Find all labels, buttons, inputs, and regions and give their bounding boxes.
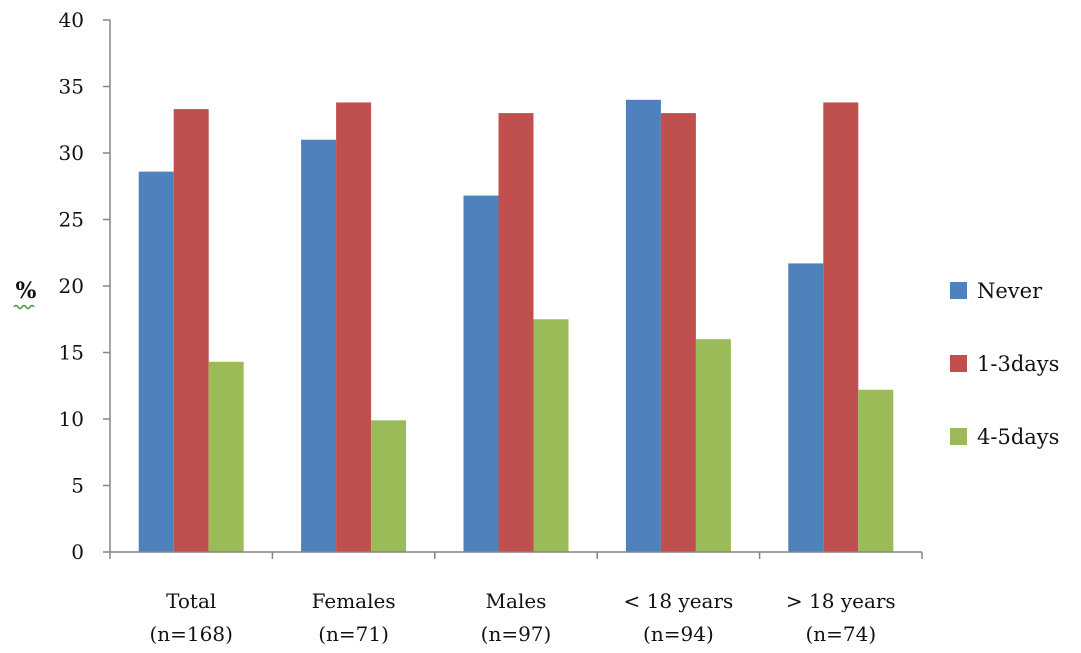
y-axis-label: % — [16, 278, 37, 304]
x-category-label: > 18 years — [786, 589, 896, 613]
y-tick-label: 0 — [71, 540, 84, 564]
legend-label: 1-3days — [977, 352, 1059, 376]
spellcheck-squiggle — [13, 304, 35, 310]
legend: Never 1-3days 4-5days — [950, 279, 1059, 449]
bar-4-5days — [533, 319, 569, 552]
bar-1-3days — [660, 113, 696, 552]
bar-4-5days — [858, 389, 894, 552]
x-category-label: (n=94) — [643, 622, 714, 646]
bar-never — [301, 139, 337, 552]
legend-swatch — [950, 428, 967, 445]
legend-label: 4-5days — [977, 425, 1059, 449]
bar-4-5days — [695, 339, 731, 552]
x-category-label: (n=71) — [318, 622, 389, 646]
bar-4-5days — [208, 361, 244, 552]
bar-1-3days — [823, 102, 859, 553]
y-axis: 0 5 10 15 20 25 30 35 40 — [59, 8, 111, 564]
legend-label: Never — [977, 279, 1043, 303]
bar-never — [625, 99, 661, 553]
bar-1-3days — [336, 102, 372, 553]
x-category-label: < 18 years — [623, 589, 733, 613]
bar-1-3days — [498, 113, 534, 552]
y-tick-label: 20 — [59, 274, 84, 298]
y-tick-label: 25 — [59, 208, 84, 232]
legend-swatch — [950, 355, 967, 372]
y-tick-label: 40 — [59, 8, 84, 32]
x-category-label: Males — [486, 589, 547, 613]
y-tick-label: 30 — [59, 141, 84, 165]
x-category-label: (n=74) — [805, 622, 876, 646]
x-axis: Total (n=168) Females (n=71) Males (n=97) < 18… — [109, 551, 923, 646]
bar-never — [138, 171, 174, 552]
bar-4-5days — [371, 420, 407, 552]
legend-swatch — [950, 282, 967, 299]
x-category-label: Total — [166, 589, 216, 613]
x-category-label: Females — [312, 589, 396, 613]
x-category-label: (n=97) — [481, 622, 552, 646]
y-tick-label: 15 — [59, 341, 84, 365]
y-tick-label: 35 — [59, 75, 84, 99]
bar-1-3days — [173, 109, 209, 553]
bar-never — [788, 263, 824, 552]
y-tick-label: 5 — [71, 474, 84, 498]
bar-never — [463, 195, 499, 552]
y-tick-label: 10 — [59, 407, 84, 431]
x-category-label: (n=168) — [149, 622, 232, 646]
bars — [138, 99, 894, 553]
